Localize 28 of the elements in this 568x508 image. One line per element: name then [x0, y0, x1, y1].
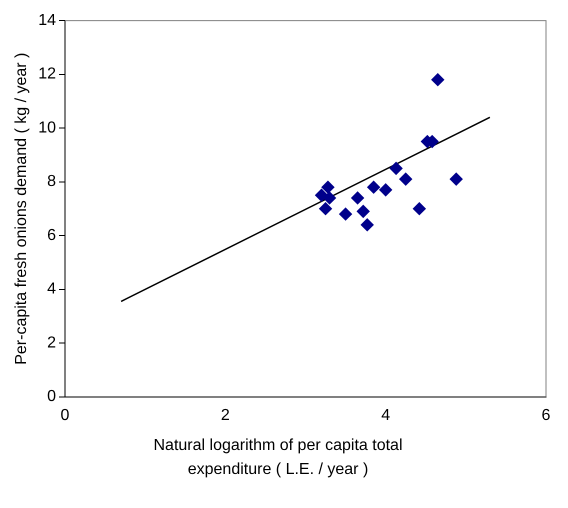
point [319, 202, 332, 216]
y-tick-label: 8 [47, 173, 56, 190]
y-tick-label: 12 [38, 66, 56, 83]
point [399, 172, 412, 186]
x-tick-label: 0 [60, 406, 70, 424]
x-tick-label: 6 [542, 406, 551, 424]
point [367, 180, 380, 194]
point [379, 183, 392, 196]
point [321, 180, 334, 194]
point [356, 204, 370, 218]
y-tick-label: 14 [38, 12, 56, 30]
point [450, 172, 463, 186]
y-tick-label: 2 [47, 334, 56, 352]
point [360, 218, 374, 232]
x-tick-label: 2 [220, 406, 230, 424]
x-axis-title: Natural logarithm of per capita total expenditure ( L.E. / year ) [152, 436, 404, 480]
point [351, 191, 364, 204]
x-tick-label: 4 [381, 406, 390, 424]
point [390, 162, 403, 175]
point [339, 208, 352, 221]
point [412, 202, 426, 216]
y-tick-label: 4 [47, 280, 56, 298]
y-tick-label: 0 [47, 388, 56, 406]
point [431, 73, 444, 86]
y-tick-label: 10 [38, 119, 56, 136]
y-tick-label: 6 [47, 226, 56, 244]
point [323, 191, 336, 204]
y-axis-title: Per-capita fresh onions demand ( kg / year ) [13, 52, 30, 365]
